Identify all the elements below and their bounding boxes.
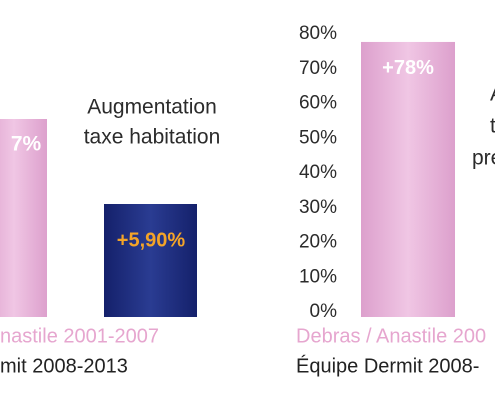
y-tick-label: 80% [299,23,337,44]
y-tick-label: 10% [299,266,337,287]
bar [359,39,457,319]
bar [102,202,199,319]
y-tick-label: 40% [299,162,337,183]
y-tick-label: 60% [299,93,337,114]
bar [0,117,49,319]
legend-label: Debras / Anastile 200 [296,325,486,347]
annotation: Augmentation [87,96,217,119]
y-tick-label: 50% [299,127,337,148]
bar-label: +5,90% [117,229,186,251]
annotation: A [490,83,495,106]
y-tick-label: 70% [299,58,337,79]
legend-label: Équipe Dermit 2008- [296,354,479,377]
value-label: +78% [382,57,434,79]
annotation: t [490,115,495,138]
y-tick-label: 0% [310,301,338,322]
legend-label: nastile 2001-2007 [0,325,159,347]
y-tick-label: 20% [299,232,337,253]
bar-label: 7% [11,133,42,156]
annotation: taxe habitation [84,126,221,149]
annotation: pre [472,147,495,170]
legend-label: mit 2008-2013 [0,355,128,377]
y-tick-label: 30% [299,197,337,218]
